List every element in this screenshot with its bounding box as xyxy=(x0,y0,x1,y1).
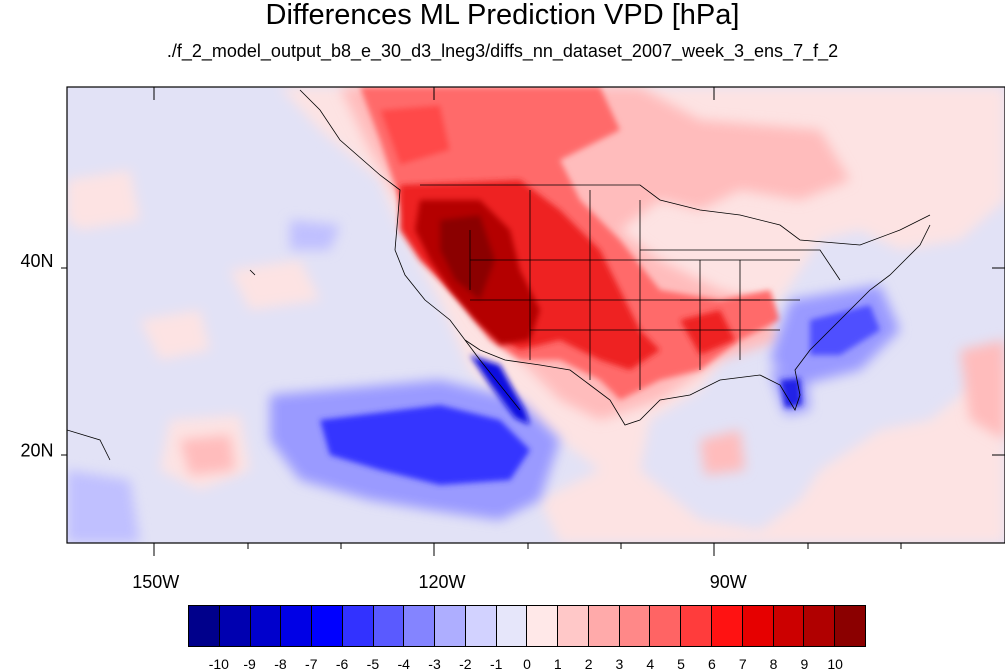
colorbar-swatch xyxy=(742,606,774,646)
vpd-difference-map: 150W 120W 90W 40N 20N xyxy=(20,86,1005,592)
colorbar-swatch xyxy=(435,606,466,646)
colorbar-swatch xyxy=(342,606,374,646)
colorbar-label: -5 xyxy=(366,656,380,672)
colorbar-label: 5 xyxy=(677,656,685,672)
colorbar-swatch xyxy=(835,606,865,646)
axis-labels: 150W 120W 90W 40N 20N xyxy=(20,251,746,592)
colorbar-label: -1 xyxy=(489,656,503,672)
colorbar-label: -6 xyxy=(335,656,349,672)
field-dark-red xyxy=(415,200,540,345)
colorbar-swatch xyxy=(404,606,436,646)
colorbar-swatch xyxy=(496,606,528,646)
colorbar-label: -9 xyxy=(243,656,256,672)
colorbar-label: 7 xyxy=(738,656,747,672)
colorbar-label: 2 xyxy=(584,656,593,672)
lat-label: 20N xyxy=(20,440,53,460)
lon-label: 150W xyxy=(132,572,179,592)
colorbar-label: 6 xyxy=(708,656,716,672)
colorbar-swatch xyxy=(712,606,743,646)
map-ticks xyxy=(61,87,1005,556)
colorbar-label: -4 xyxy=(397,656,410,672)
lon-label: 120W xyxy=(418,572,465,592)
colorbar-swatch xyxy=(681,606,713,646)
colorbar-label: -10 xyxy=(208,656,229,672)
field-blue xyxy=(320,305,880,485)
map-subtitle: ./f_2_model_output_b8_e_30_d3_lneg3/diff… xyxy=(166,41,839,61)
colorbar-label: 9 xyxy=(800,656,809,672)
colorbar xyxy=(188,605,866,647)
colorbar-label: 1 xyxy=(553,656,562,672)
colorbar-swatch xyxy=(619,606,651,646)
colorbar-swatch xyxy=(312,606,343,646)
colorbar-labels: -10 -9 -8 -7 -6 -5 -4 -3 -2 -1 0 1 2 3 4 5 6 7 8 9 10 xyxy=(188,656,866,672)
colorbar-label: 0 xyxy=(523,656,531,672)
country-outlines xyxy=(67,89,931,461)
colorbar-swatch xyxy=(373,606,405,646)
colorbar-label: -7 xyxy=(305,656,318,672)
colorbar-swatch xyxy=(465,606,497,646)
colorbar-label: -8 xyxy=(274,656,287,672)
colorbar-swatch xyxy=(219,606,251,646)
colorbar-swatch xyxy=(189,606,220,646)
colorbar-swatch xyxy=(588,606,620,646)
colorbar-swatch xyxy=(527,606,559,646)
map-frame xyxy=(66,86,1005,544)
colorbar-swatch xyxy=(804,606,836,646)
colorbar-label: 8 xyxy=(769,656,778,672)
colorbar-swatch xyxy=(281,606,313,646)
colorbar-label: 4 xyxy=(646,656,655,672)
colorbar-swatch xyxy=(558,606,589,646)
lat-label: 40N xyxy=(20,251,53,271)
lon-label: 90W xyxy=(710,572,747,592)
colorbar-label: -3 xyxy=(428,656,441,672)
colorbar-label: -2 xyxy=(459,656,472,672)
colorbar-swatch xyxy=(250,606,282,646)
map-title: Differences ML Prediction VPD [hPa] xyxy=(265,0,740,31)
colorbar-swatch xyxy=(650,606,682,646)
colorbar-swatch xyxy=(773,606,805,646)
colorbar-label: 10 xyxy=(827,656,843,672)
colorbar-label: 3 xyxy=(615,656,624,672)
colorbar-cells xyxy=(188,605,866,647)
